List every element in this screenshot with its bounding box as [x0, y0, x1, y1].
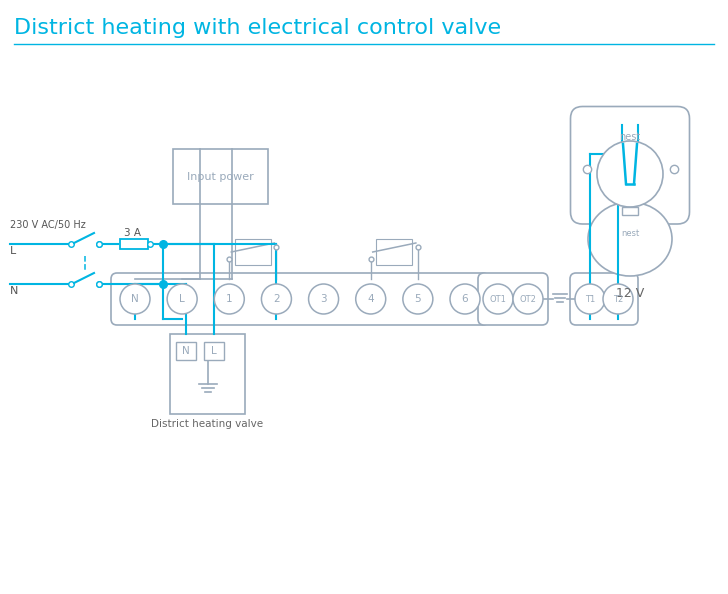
Text: 3: 3 [320, 294, 327, 304]
Text: 1: 1 [226, 294, 233, 304]
Circle shape [403, 284, 433, 314]
Text: N: N [10, 286, 18, 296]
Bar [622, 207, 638, 215]
FancyBboxPatch shape [571, 106, 689, 224]
Circle shape [214, 284, 245, 314]
Bar [170, 334, 245, 414]
Circle shape [167, 284, 197, 314]
Circle shape [120, 284, 150, 314]
Text: N: N [131, 294, 139, 304]
Circle shape [597, 141, 663, 207]
Ellipse shape [588, 202, 672, 276]
Circle shape [483, 284, 513, 314]
Circle shape [309, 284, 339, 314]
Bar [173, 149, 268, 204]
FancyBboxPatch shape [570, 273, 638, 325]
Text: District heating valve: District heating valve [151, 419, 264, 429]
Circle shape [575, 284, 605, 314]
Bar [176, 342, 196, 360]
Text: 3 A: 3 A [124, 228, 141, 238]
Text: 5: 5 [414, 294, 422, 304]
Bar [235, 239, 271, 265]
Text: nest: nest [620, 132, 641, 142]
Text: T1: T1 [585, 295, 595, 304]
Text: District heating with electrical control valve: District heating with electrical control… [14, 18, 501, 38]
Circle shape [356, 284, 386, 314]
Text: Input power: Input power [187, 172, 254, 182]
Text: N: N [182, 346, 190, 356]
Text: 2: 2 [273, 294, 280, 304]
Text: L: L [211, 346, 217, 356]
Text: L: L [10, 246, 16, 256]
Bar [204, 342, 224, 360]
Text: T2: T2 [613, 295, 623, 304]
Text: nest: nest [621, 229, 639, 239]
Circle shape [261, 284, 291, 314]
Text: 230 V AC/50 Hz: 230 V AC/50 Hz [10, 220, 86, 230]
Circle shape [513, 284, 543, 314]
FancyBboxPatch shape [111, 273, 489, 325]
Text: 4: 4 [368, 294, 374, 304]
Text: OT2: OT2 [520, 295, 537, 304]
Text: OT1: OT1 [489, 295, 507, 304]
Circle shape [450, 284, 480, 314]
FancyBboxPatch shape [478, 273, 548, 325]
Text: L: L [179, 294, 185, 304]
Text: 12 V: 12 V [616, 287, 644, 300]
Bar [120, 239, 148, 249]
Bar [376, 239, 412, 265]
Text: 6: 6 [462, 294, 468, 304]
Circle shape [603, 284, 633, 314]
